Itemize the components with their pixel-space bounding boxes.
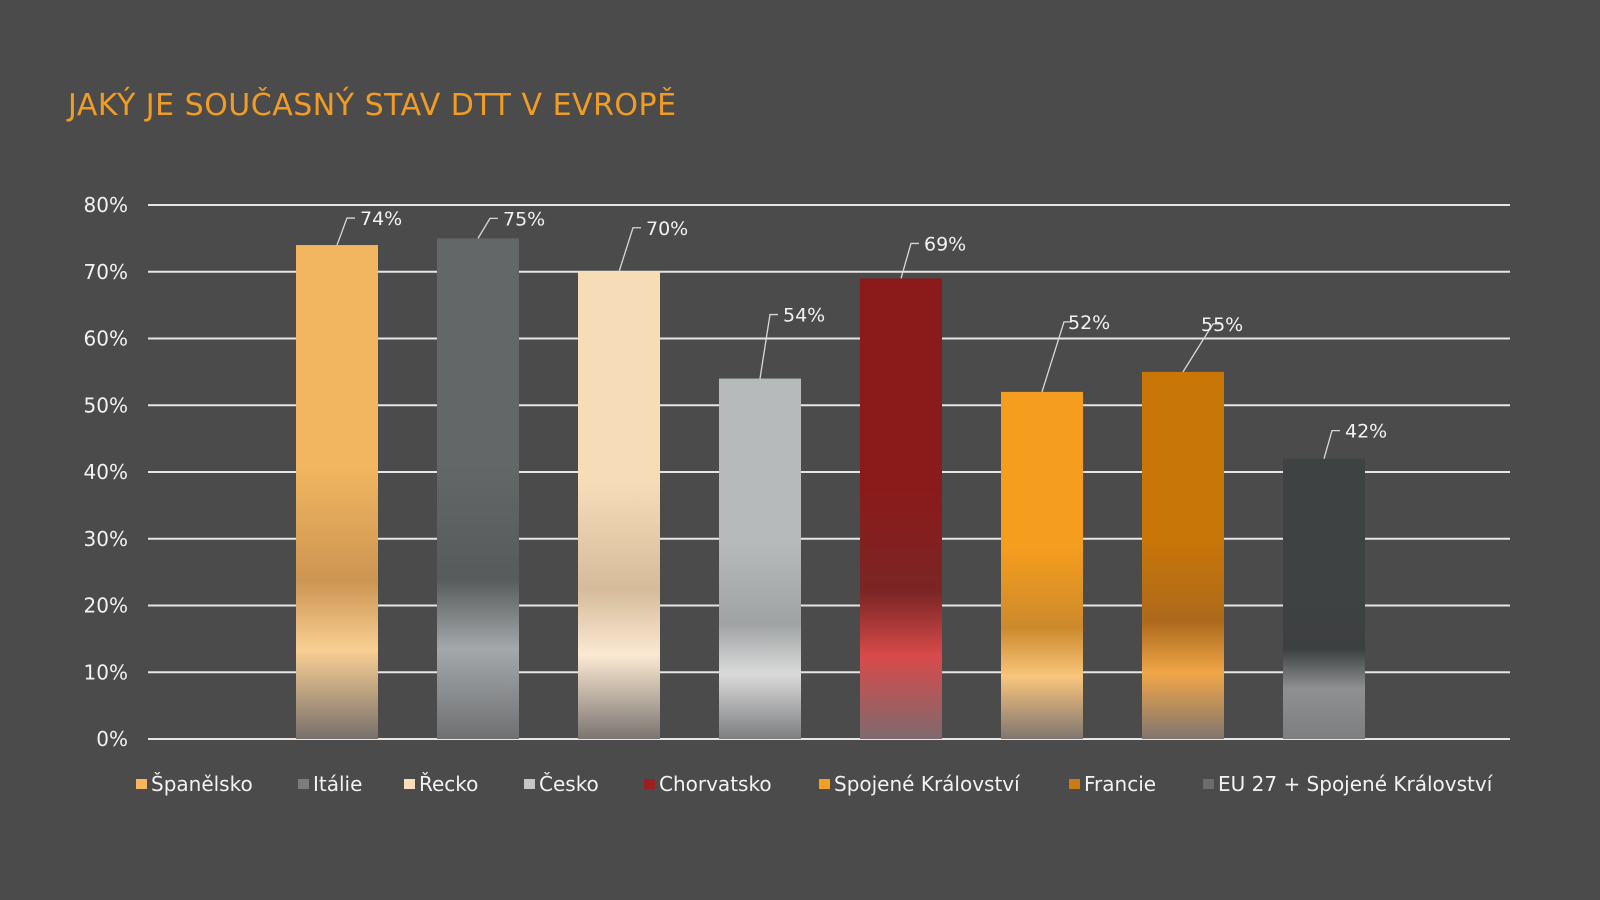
bar [1001,391,1083,739]
legend-label: Chorvatsko [659,772,772,796]
legend-item: Chorvatsko [644,772,772,796]
bar [437,238,519,739]
y-tick-label: 20% [84,594,128,618]
data-label: 70% [646,218,688,240]
legend-swatch [819,779,830,789]
legend-label: Řecko [419,772,479,796]
legend-item: Česko [524,772,599,796]
legend-item: Španělsko [136,772,253,796]
legend-swatch [136,779,147,789]
legend-item: Řecko [404,772,478,796]
bar [719,378,801,739]
legend-label: Spojené Království [834,772,1020,796]
data-label: 75% [503,208,545,230]
data-label: 54% [783,305,825,327]
legend-label: Španělsko [151,772,253,796]
data-label: 52% [1068,312,1110,334]
legend-label: Francie [1084,772,1157,796]
legend-swatch [524,779,535,789]
y-tick-label: 40% [84,460,128,484]
data-labels: 74% 75% 70% 54% 69% 52% 55% 42% [336,208,1387,459]
bars [296,238,1365,740]
legend-item: Spojené Království [819,772,1020,796]
y-tick-label: 80% [84,193,128,217]
legend-label: EU 27 + Spojené Království [1218,772,1493,796]
data-label-leader [618,227,641,272]
data-label: 69% [924,233,966,255]
data-label-leader [1041,321,1072,393]
data-label-leader [477,217,498,239]
data-label-leader [1323,429,1340,459]
legend-swatch [298,779,309,789]
bar [1283,458,1365,739]
data-label-leader [336,217,355,246]
legend-item: EU 27 + Spojené Království [1203,772,1492,796]
y-tick-label: 60% [84,327,128,351]
y-tick-label: 50% [84,393,128,417]
legend-item: Itálie [298,772,362,796]
y-tick-label: 70% [84,260,128,284]
legend-swatch [1069,779,1080,789]
y-tick-label: 0% [96,727,128,751]
data-label: 74% [360,208,402,230]
data-label-leader [759,313,778,379]
y-axis-ticks: 0% 10% 20% 30% 40% 50% 60% 70% 80% [84,193,128,751]
bar [296,245,378,740]
data-label-leader [900,242,919,279]
bar [1142,371,1224,739]
legend-swatch [404,779,415,789]
legend-label: Česko [539,772,599,796]
legend-swatch [1203,779,1214,789]
data-label: 42% [1345,421,1387,443]
chart-title: JAKÝ JE SOUČASNÝ STAV DTT V EVROPĚ [68,88,677,123]
bar [578,271,660,739]
legend-swatch [644,779,655,789]
data-label-leader [1182,323,1221,373]
legend-item: Francie [1069,772,1156,796]
bar [860,278,942,739]
legend-label: Itálie [313,772,363,796]
y-tick-label: 30% [84,527,128,551]
y-tick-label: 10% [84,660,128,684]
legend: Španělsko Itálie Řecko Česko Chorvatsko Spoje… [0,772,1600,802]
data-label: 55% [1201,314,1243,336]
